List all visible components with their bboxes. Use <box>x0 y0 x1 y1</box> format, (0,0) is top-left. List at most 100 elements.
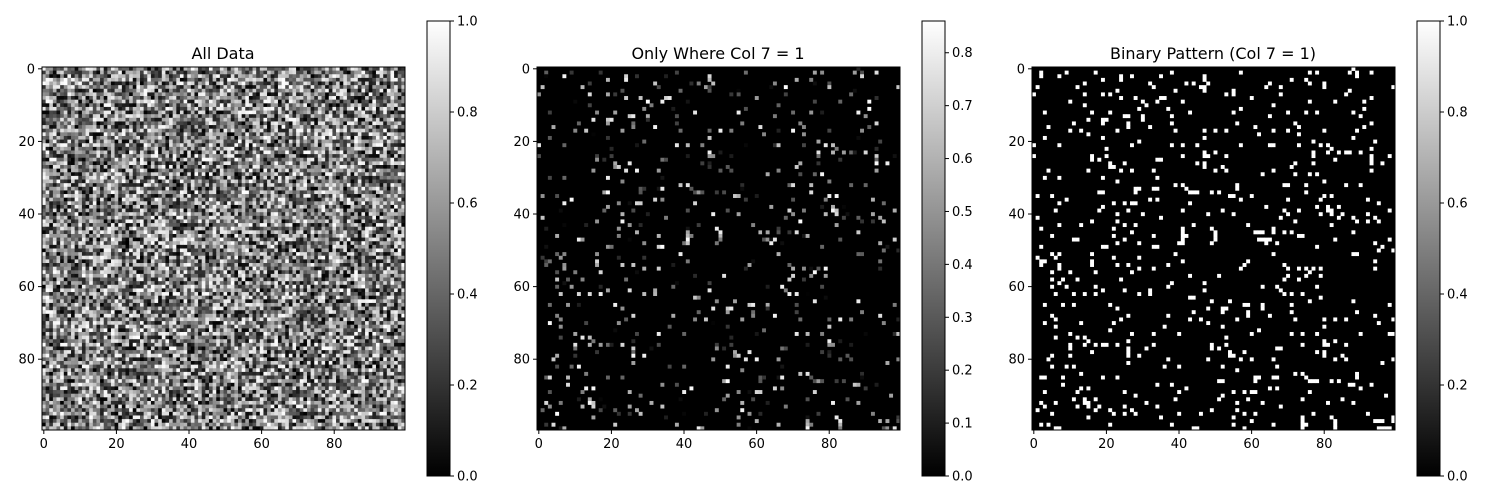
heatmap-cell <box>277 117 282 122</box>
heatmap-cell <box>288 150 293 155</box>
heatmap-cell <box>154 215 159 220</box>
heatmap-cell <box>172 208 177 213</box>
heatmap-cell <box>357 186 362 191</box>
heatmap-cell <box>361 154 366 159</box>
heatmap-cell <box>274 237 279 242</box>
heatmap-cell <box>325 135 330 140</box>
heatmap-cell <box>143 194 148 198</box>
heatmap-cell <box>230 230 235 235</box>
heatmap-cell <box>296 172 301 177</box>
heatmap-cell <box>63 128 68 133</box>
heatmap-cell <box>386 139 391 144</box>
heatmap-cell <box>354 244 359 249</box>
heatmap-cell <box>56 74 61 79</box>
heatmap-cell <box>172 183 177 188</box>
heatmap-cell <box>230 215 235 220</box>
heatmap-cell <box>147 168 152 173</box>
heatmap-cell <box>314 77 319 82</box>
heatmap-cell <box>103 190 108 195</box>
heatmap-cell <box>85 165 90 169</box>
heatmap-cell <box>63 96 68 100</box>
heatmap-cell <box>328 197 333 202</box>
heatmap-cell <box>285 67 290 71</box>
heatmap-cell <box>230 241 235 246</box>
heatmap-cell <box>92 244 97 249</box>
heatmap-cell <box>267 81 271 86</box>
heatmap-cell <box>288 81 293 86</box>
heatmap-cell <box>143 204 148 209</box>
heatmap-cell <box>321 157 326 162</box>
heatmap-cell <box>60 85 65 90</box>
heatmap-cell <box>143 121 148 126</box>
heatmap-cell <box>208 161 213 166</box>
heatmap-cell <box>78 219 83 224</box>
heatmap-cell <box>49 135 54 140</box>
heatmap-cell <box>194 204 199 209</box>
heatmap-cell <box>390 201 395 206</box>
heatmap-cell <box>140 183 144 188</box>
heatmap-cell <box>190 88 195 93</box>
heatmap-cell <box>92 117 97 122</box>
heatmap-cell <box>165 219 170 224</box>
heatmap-cell <box>259 172 264 177</box>
heatmap-cell <box>42 128 46 133</box>
heatmap-cell <box>368 92 373 97</box>
heatmap-cell <box>328 154 333 159</box>
heatmap-cell <box>375 230 380 235</box>
heatmap-cell <box>368 212 373 217</box>
heatmap-cell <box>238 237 242 242</box>
heatmap-cell <box>42 208 46 213</box>
heatmap-cell <box>361 135 366 140</box>
heatmap-cell <box>161 67 166 71</box>
heatmap-cell <box>183 139 188 144</box>
heatmap-cell <box>306 194 311 198</box>
heatmap-cell <box>154 132 159 137</box>
heatmap-cell <box>288 197 293 202</box>
heatmap-cell <box>172 92 177 97</box>
heatmap-cell <box>121 88 126 93</box>
heatmap-cell <box>198 70 203 75</box>
heatmap-cell <box>147 165 152 169</box>
heatmap-cell <box>368 244 373 249</box>
heatmap-cell <box>169 197 173 202</box>
heatmap-cell <box>227 223 232 228</box>
heatmap-cell <box>303 226 308 231</box>
heatmap-cell <box>169 146 173 151</box>
heatmap-cell <box>372 81 377 86</box>
heatmap-cell <box>154 143 159 148</box>
heatmap-cell <box>303 117 308 122</box>
heatmap-cell <box>361 77 366 82</box>
heatmap-cell <box>71 114 75 119</box>
heatmap-cell <box>92 92 97 97</box>
heatmap-cell <box>386 135 391 140</box>
heatmap-cell <box>306 117 311 122</box>
heatmap-cell <box>350 215 355 220</box>
heatmap-cell <box>375 226 380 231</box>
heatmap-cell <box>310 233 315 238</box>
heatmap-cell <box>89 70 94 75</box>
heatmap-cell <box>92 223 97 228</box>
heatmap-cell <box>270 190 275 195</box>
heatmap-cell <box>245 135 250 140</box>
heatmap-cell <box>150 230 155 235</box>
heatmap-cell <box>219 233 224 238</box>
heatmap-cell <box>245 244 250 249</box>
heatmap-cell <box>259 117 264 122</box>
heatmap-cell <box>56 201 61 206</box>
heatmap-cell <box>103 223 108 228</box>
heatmap-cell <box>328 85 333 90</box>
heatmap-cell <box>379 77 384 82</box>
heatmap-cell <box>140 168 144 173</box>
heatmap-cell <box>179 92 184 97</box>
heatmap-cell <box>219 208 224 213</box>
heatmap-cell <box>368 175 373 180</box>
heatmap-cell <box>357 241 362 246</box>
heatmap-cell <box>205 165 210 169</box>
heatmap-cell <box>306 146 311 151</box>
heatmap-cell <box>154 226 159 231</box>
heatmap-cell <box>241 121 246 126</box>
heatmap-cell <box>205 67 210 71</box>
heatmap-cell <box>60 233 65 238</box>
heatmap-cell <box>150 125 155 130</box>
heatmap-cell <box>379 157 384 162</box>
